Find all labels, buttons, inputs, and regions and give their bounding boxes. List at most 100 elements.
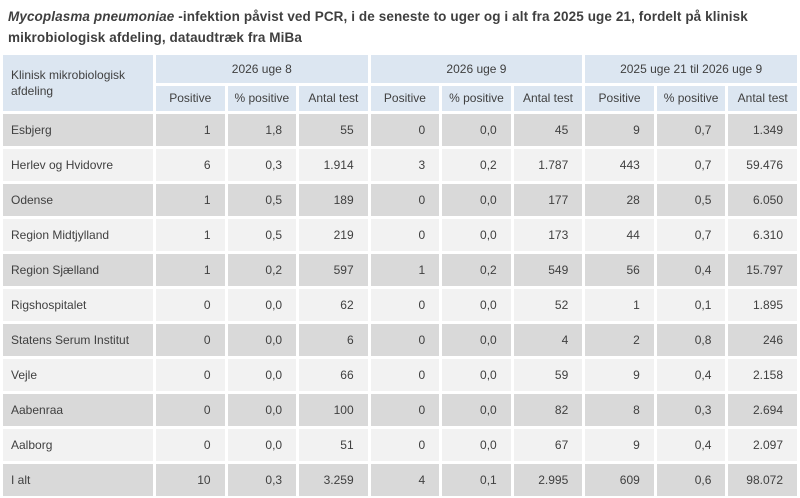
data-cell: 0,4: [656, 253, 726, 286]
table-row: Aabenraa 0 0,0 100 0 0,0 82 8 0,3 2.694: [3, 393, 797, 426]
data-cell: 0,3: [227, 463, 297, 496]
data-cell: 0: [370, 358, 440, 391]
sub-header-antal-test: Antal test: [728, 85, 797, 111]
data-cell: 0,5: [227, 218, 297, 251]
data-cell: 177: [513, 183, 583, 216]
table-row: Statens Serum Institut 0 0,0 6 0 0,0 4 2 0,8 246: [3, 323, 797, 356]
data-cell: 0,1: [656, 288, 726, 321]
data-cell: 0: [370, 183, 440, 216]
data-cell: 82: [513, 393, 583, 426]
data-cell: 0,6: [656, 463, 726, 496]
data-cell: 2.097: [728, 428, 797, 461]
sub-header-pct-positive: % positive: [442, 85, 511, 111]
data-table: Klinisk mikrobiologisk afdeling 2026 uge…: [0, 51, 800, 498]
data-cell: 0,4: [656, 428, 726, 461]
data-cell: 0,0: [227, 428, 297, 461]
data-cell: 0: [156, 358, 225, 391]
row-header-label: Klinisk mikrobiologisk afdeling: [3, 54, 153, 111]
data-cell: 3.259: [299, 463, 368, 496]
data-cell: 0,3: [656, 393, 726, 426]
data-cell: 6.050: [728, 183, 797, 216]
data-cell: 1: [156, 253, 225, 286]
page-title: Mycoplasma pneumoniae -infektion påvist …: [0, 0, 800, 49]
table-row: Region Midtjylland 1 0,5 219 0 0,0 173 44 0,7 6.3…: [3, 218, 797, 251]
table-header: Klinisk mikrobiologisk afdeling 2026 uge…: [3, 54, 797, 111]
data-cell: 66: [299, 358, 368, 391]
table-row: Vejle 0 0,0 66 0 0,0 59 9 0,4 2.158: [3, 358, 797, 391]
data-cell: 0,7: [656, 218, 726, 251]
data-cell: 9: [585, 113, 654, 146]
data-cell: 52: [513, 288, 583, 321]
data-cell: 219: [299, 218, 368, 251]
sub-header-positive: Positive: [156, 85, 225, 111]
data-cell: 98.072: [728, 463, 797, 496]
page-title-rest: -infektion påvist ved PCR, i de seneste …: [8, 9, 748, 45]
data-cell: 6.310: [728, 218, 797, 251]
data-cell: 609: [585, 463, 654, 496]
data-cell: 44: [585, 218, 654, 251]
sub-header-positive: Positive: [585, 85, 654, 111]
data-cell: 0,8: [656, 323, 726, 356]
group-header-row: Klinisk mikrobiologisk afdeling 2026 uge…: [3, 54, 797, 111]
sub-header-antal-test: Antal test: [299, 85, 368, 111]
data-cell: 9: [585, 358, 654, 391]
data-cell: 0,0: [442, 288, 511, 321]
data-cell: 15.797: [728, 253, 797, 286]
data-cell: 597: [299, 253, 368, 286]
data-cell: 1.349: [728, 113, 797, 146]
row-name-cell: Herlev og Hvidovre: [3, 148, 153, 181]
data-cell: 1.895: [728, 288, 797, 321]
data-cell: 0,5: [656, 183, 726, 216]
data-cell: 6: [156, 148, 225, 181]
table-body: Esbjerg 1 1,8 55 0 0,0 45 9 0,7 1.349 Herlev og Hv…: [3, 113, 797, 498]
data-cell: 2.995: [513, 463, 583, 496]
data-cell: 0,7: [656, 148, 726, 181]
sub-header-row: Positive % positive Antal test Positive …: [3, 85, 797, 111]
data-cell: 173: [513, 218, 583, 251]
data-cell: 9: [585, 428, 654, 461]
sub-header-pct-positive: % positive: [656, 85, 726, 111]
row-name-cell: Vejle: [3, 358, 153, 391]
data-cell: 55: [299, 113, 368, 146]
data-cell: 0,7: [656, 113, 726, 146]
data-cell: 189: [299, 183, 368, 216]
data-cell: 0,0: [442, 183, 511, 216]
data-cell: 0: [156, 323, 225, 356]
column-group-week8: 2026 uge 8: [156, 54, 368, 83]
row-name-cell: Esbjerg: [3, 113, 153, 146]
data-cell: 443: [585, 148, 654, 181]
data-cell: 0,2: [442, 253, 511, 286]
table-row: Herlev og Hvidovre 6 0,3 1.914 3 0,2 1.787 443 0…: [3, 148, 797, 181]
row-name-cell: Aalborg: [3, 428, 153, 461]
data-cell: 0,1: [442, 463, 511, 496]
sub-header-pct-positive: % positive: [227, 85, 297, 111]
data-cell: 4: [370, 463, 440, 496]
data-cell: 0,3: [227, 148, 297, 181]
data-cell: 0: [370, 218, 440, 251]
row-name-cell: Region Midtjylland: [3, 218, 153, 251]
data-cell: 0,0: [442, 323, 511, 356]
row-name-cell: Region Sjælland: [3, 253, 153, 286]
data-cell: 2.694: [728, 393, 797, 426]
data-cell: 51: [299, 428, 368, 461]
data-cell: 8: [585, 393, 654, 426]
data-cell: 0: [156, 288, 225, 321]
row-name-cell: Statens Serum Institut: [3, 323, 153, 356]
row-name-cell: I alt: [3, 463, 153, 496]
data-cell: 1: [585, 288, 654, 321]
data-cell: 0: [370, 323, 440, 356]
data-cell: 0,0: [442, 428, 511, 461]
data-cell: 1.914: [299, 148, 368, 181]
data-cell: 0,2: [442, 148, 511, 181]
data-cell: 0,0: [227, 358, 297, 391]
data-cell: 0: [370, 113, 440, 146]
table-row: Rigshospitalet 0 0,0 62 0 0,0 52 1 0,1 1.895: [3, 288, 797, 321]
data-cell: 59.476: [728, 148, 797, 181]
row-name-cell: Rigshospitalet: [3, 288, 153, 321]
data-cell: 0,5: [227, 183, 297, 216]
page-title-species: Mycoplasma pneumoniae: [8, 9, 175, 24]
data-cell: 0,4: [656, 358, 726, 391]
data-cell: 67: [513, 428, 583, 461]
data-cell: 28: [585, 183, 654, 216]
data-cell: 1,8: [227, 113, 297, 146]
